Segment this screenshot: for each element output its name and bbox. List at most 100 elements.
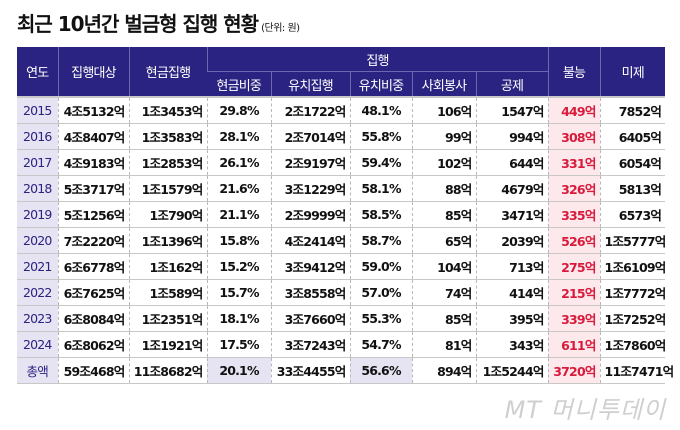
header-detain-ratio: 유치비중: [349, 71, 412, 97]
cell-detain: 2조9999억: [270, 201, 350, 228]
cell-service: 104억: [411, 253, 476, 280]
cell-cash-ratio: 28.1%: [206, 123, 271, 150]
cell-target: 6조7625억: [57, 279, 129, 306]
cell-cash-ratio: 29.8%: [206, 96, 271, 124]
cell-service: 99억: [411, 123, 476, 150]
cell-unpaid: 6573억: [599, 201, 666, 228]
cell-detain: 3조7660억: [270, 305, 350, 332]
cell-cash-ratio: 15.7%: [206, 279, 271, 306]
cell-unpaid: 1조7860억: [599, 331, 666, 358]
cell-deduct: 414억: [475, 279, 549, 306]
cell-year: 2022: [17, 279, 58, 306]
cell-fail: 215억: [547, 279, 601, 306]
cell-unpaid: 6054억: [599, 149, 666, 176]
cell-unpaid: 6405억: [599, 123, 666, 150]
cell-target: 59조468억: [57, 357, 129, 384]
header-cash: 현금집행: [128, 47, 207, 97]
cell-service: 88억: [411, 175, 476, 202]
cell-cash: 11조8682억: [128, 357, 207, 384]
table-row: 2021 6조6778억 1조162억 15.2% 3조9412억 59.0% 104억 71…: [17, 253, 666, 280]
cell-fail: 331억: [547, 149, 601, 176]
cell-target: 4조8407억: [57, 123, 129, 150]
cell-cash: 1조2853억: [128, 149, 207, 176]
cell-deduct: 1547억: [475, 96, 549, 124]
header-unpaid: 미제: [599, 47, 666, 97]
cell-target: 6조8062억: [57, 331, 129, 358]
cell-cash-ratio: 26.1%: [206, 149, 271, 176]
cell-year: 2017: [17, 149, 58, 176]
cell-service: 74억: [411, 279, 476, 306]
cell-service: 102억: [411, 149, 476, 176]
cell-service: 106억: [411, 96, 476, 124]
cell-cash: 1조1921억: [128, 331, 207, 358]
table-row: 2024 6조8062억 1조1921억 17.5% 3조7243억 54.7% 81억 34…: [17, 331, 666, 358]
cell-detain: 2조7014억: [270, 123, 350, 150]
cell-cash-ratio: 21.1%: [206, 201, 271, 228]
cell-detain: 2조1722억: [270, 96, 350, 124]
cell-detain-ratio: 58.1%: [349, 175, 412, 202]
cell-cash: 1조2351억: [128, 305, 207, 332]
cell-detain-ratio: 56.6%: [349, 357, 412, 384]
header-execution-group: 집행: [206, 47, 549, 72]
cell-target: 6조8084억: [57, 305, 129, 332]
cell-year: 2020: [17, 227, 58, 254]
cell-cash: 1조1396억: [128, 227, 207, 254]
header-fail: 불능: [547, 47, 601, 97]
cell-fail: 335억: [547, 201, 601, 228]
cell-target: 5조1256억: [57, 201, 129, 228]
unit-label: (단위: 원): [261, 23, 300, 34]
cell-fail: 275억: [547, 253, 601, 280]
cell-year: 2016: [17, 123, 58, 150]
cell-fail: 449억: [547, 96, 601, 124]
table-row: 2018 5조3717억 1조1579억 21.6% 3조1229억 58.1% 88억 46…: [17, 175, 666, 202]
cell-target: 4조5132억: [57, 96, 129, 124]
cell-deduct: 4679억: [475, 175, 549, 202]
cell-detain-ratio: 57.0%: [349, 279, 412, 306]
total-row: 총액 59조468억 11조8682억 20.1% 33조4455억 56.6% 894억 1…: [17, 357, 674, 384]
cell-service: 894억: [411, 357, 476, 384]
cell-detain: 3조9412억: [270, 253, 350, 280]
cell-deduct: 3471억: [475, 201, 549, 228]
header-target: 집행대상: [57, 47, 129, 97]
cell-unpaid: 1조5777억: [599, 227, 666, 254]
cell-cash: 1조790억: [128, 201, 207, 228]
cell-unpaid: 11조7471억: [599, 357, 674, 384]
cell-unpaid: 7852억: [599, 96, 666, 124]
cell-fail: 308억: [547, 123, 601, 150]
cell-detain: 3조7243억: [270, 331, 350, 358]
watermark-logo: MT 머니투데이: [504, 396, 666, 424]
cell-detain-ratio: 59.4%: [349, 149, 412, 176]
cell-year: 2023: [17, 305, 58, 332]
table-row: 2016 4조8407억 1조3583억 28.1% 2조7014억 55.8% 99억 99…: [17, 123, 666, 150]
table-row: 2023 6조8084억 1조2351억 18.1% 3조7660억 55.3% 85억 39…: [17, 305, 666, 332]
cell-unpaid: 1조7252억: [599, 305, 666, 332]
cell-detain: 3조8558억: [270, 279, 350, 306]
cell-detain-ratio: 48.1%: [349, 96, 412, 124]
title-text: 최근 10년간 벌금형 집행 현황: [17, 12, 259, 36]
cell-year: 총액: [17, 357, 58, 384]
cell-cash-ratio: 21.6%: [206, 175, 271, 202]
cell-detain: 33조4455억: [270, 357, 350, 384]
cell-service: 85억: [411, 201, 476, 228]
cell-year: 2015: [17, 96, 58, 124]
table-row: 2015 4조5132억 1조3453억 29.8% 2조1722억 48.1% 106억 1…: [17, 96, 666, 124]
cell-cash: 1조589억: [128, 279, 207, 306]
cell-detain: 3조1229억: [270, 175, 350, 202]
cell-deduct: 994억: [475, 123, 549, 150]
cell-cash-ratio: 20.1%: [206, 357, 271, 384]
header-year: 연도: [17, 47, 58, 97]
table-row: 2020 7조2220억 1조1396억 15.8% 4조2414억 58.7% 65억 20…: [17, 227, 666, 254]
header-deduct: 공제: [475, 71, 549, 97]
cell-cash: 1조1579억: [128, 175, 207, 202]
cell-detain-ratio: 58.7%: [349, 227, 412, 254]
cell-year: 2019: [17, 201, 58, 228]
cell-target: 7조2220억: [57, 227, 129, 254]
cell-year: 2018: [17, 175, 58, 202]
cell-deduct: 395억: [475, 305, 549, 332]
cell-fail: 611억: [547, 331, 601, 358]
fine-execution-table: 연도 집행대상 현금집행 집행 불능 미제 현금비중 유치집행 유치비중 사회봉…: [17, 47, 674, 384]
cell-fail: 526억: [547, 227, 601, 254]
cell-target: 5조3717억: [57, 175, 129, 202]
cell-cash: 1조3583억: [128, 123, 207, 150]
cell-service: 85억: [411, 305, 476, 332]
